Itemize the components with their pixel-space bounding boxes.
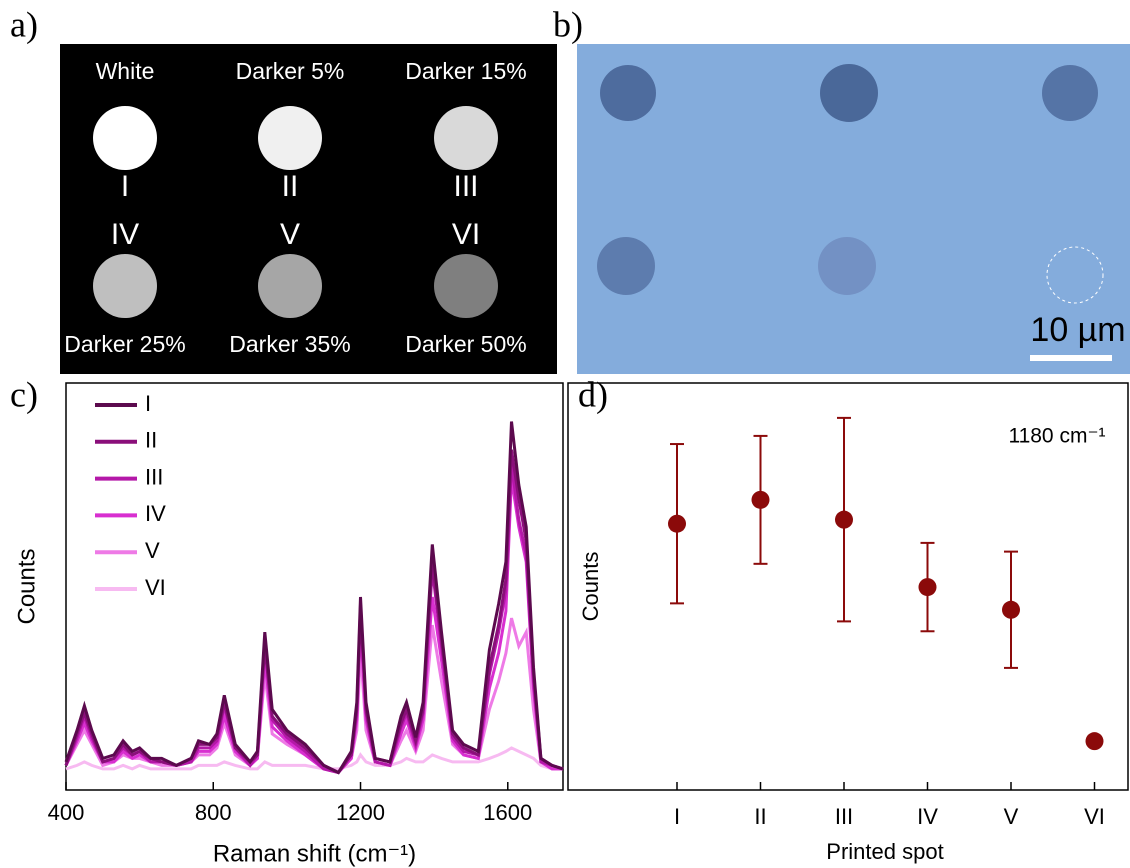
spot	[434, 106, 498, 170]
panel-label: c)	[10, 374, 38, 414]
spot	[93, 254, 157, 318]
legend-label: II	[145, 428, 157, 453]
x-tick-label: V	[1004, 804, 1019, 829]
legend-label: III	[145, 464, 163, 489]
dot-outline	[1046, 246, 1104, 304]
spot-label: Darker 5%	[236, 58, 345, 84]
point	[918, 578, 937, 597]
panel-label: d)	[578, 374, 608, 414]
legend-label: VI	[145, 575, 166, 600]
point	[751, 490, 770, 509]
point	[1002, 600, 1020, 619]
x-tick-label: IV	[917, 804, 938, 829]
annotation: 1180 cm⁻¹	[1008, 425, 1105, 448]
x-tick-label: III	[835, 804, 853, 829]
dot	[597, 237, 655, 295]
spectrum	[65, 746, 563, 771]
legend-label: I	[145, 391, 151, 416]
x-tick-label: 1200	[336, 800, 385, 825]
spot-numeral: II	[282, 170, 299, 203]
dot	[600, 65, 656, 121]
scale-bar-label: 10 µm	[1030, 311, 1125, 349]
scale-bar	[1030, 355, 1112, 361]
spot-label: Darker 25%	[64, 331, 185, 357]
spot-numeral: VI	[452, 218, 480, 251]
spot-label: Darker 50%	[405, 331, 526, 357]
micrograph: 10 µm	[577, 44, 1130, 374]
spot	[93, 106, 157, 170]
dot	[820, 64, 878, 122]
x-tick-label: 400	[48, 800, 85, 825]
spectrum	[64, 421, 564, 775]
plot-frame	[567, 382, 1129, 791]
spectrum	[64, 477, 563, 775]
y-axis-label: Counts	[13, 548, 40, 624]
spot-label: White	[96, 58, 155, 84]
point	[668, 514, 686, 533]
point	[1085, 732, 1104, 751]
spectrum	[64, 449, 564, 775]
spot-numeral: IV	[111, 218, 139, 251]
plot-frame	[65, 382, 564, 791]
panel-label: a)	[10, 4, 38, 44]
x-tick-label: 800	[195, 800, 232, 825]
spot-numeral: V	[280, 218, 300, 251]
panel-label: b)	[553, 4, 583, 44]
x-tick-label: 1600	[483, 800, 532, 825]
x-axis-label: Printed spot	[826, 839, 943, 864]
x-tick-label: I	[674, 804, 680, 829]
spot-numeral: III	[453, 170, 478, 203]
point	[835, 510, 853, 529]
spot	[258, 106, 322, 170]
spot-label: Darker 35%	[229, 331, 350, 357]
dot	[818, 237, 876, 295]
x-tick-label: VI	[1084, 804, 1105, 829]
panel-a-background	[60, 44, 557, 374]
spot-numeral: I	[121, 170, 129, 203]
y-axis-label: Counts	[578, 552, 603, 622]
legend-label: V	[145, 538, 160, 563]
x-tick-label: II	[754, 804, 766, 829]
spot	[434, 254, 498, 318]
spectrum	[64, 463, 564, 775]
x-axis-label: Raman shift (cm⁻¹)	[213, 840, 416, 867]
spot	[258, 254, 322, 318]
spot-label: Darker 15%	[405, 58, 526, 84]
dot	[1042, 65, 1098, 121]
legend-label: IV	[145, 501, 166, 526]
